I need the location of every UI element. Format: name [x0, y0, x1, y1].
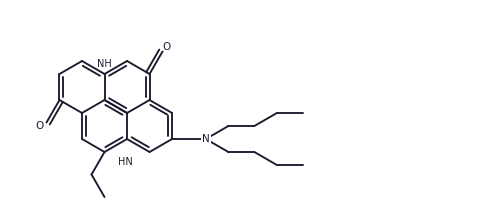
Text: HN: HN [118, 157, 132, 167]
Text: N: N [201, 134, 209, 144]
Text: O: O [162, 43, 170, 52]
Text: NH: NH [97, 59, 112, 69]
Text: O: O [35, 121, 44, 131]
